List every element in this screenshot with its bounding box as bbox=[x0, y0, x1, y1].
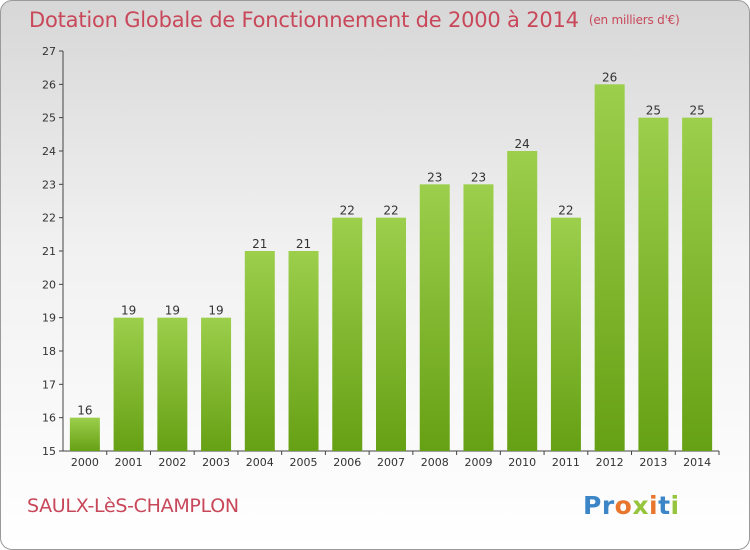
bar-2004 bbox=[244, 251, 275, 451]
x-tick-label: 2014 bbox=[683, 456, 711, 469]
commune-name: SAULX-LèS-CHAMPLON bbox=[27, 495, 239, 517]
data-label: 23 bbox=[427, 170, 442, 184]
x-tick-label: 2002 bbox=[158, 456, 186, 469]
bar-2001 bbox=[113, 317, 144, 451]
x-tick-label: 2003 bbox=[202, 456, 230, 469]
bar-2003 bbox=[201, 317, 232, 451]
y-tick-label: 16 bbox=[42, 412, 56, 425]
logo-part: t bbox=[658, 491, 671, 520]
chart-axes: 15 16 17 18 19 20 21 22 23 24 25 26 27 2000 2001 2002 20… bbox=[42, 45, 720, 469]
data-label: 25 bbox=[689, 104, 704, 118]
x-tick-label: 2010 bbox=[508, 456, 536, 469]
data-label: 21 bbox=[252, 237, 267, 251]
logo-part: o bbox=[614, 491, 633, 520]
bar-2009 bbox=[463, 184, 494, 452]
data-label: 22 bbox=[558, 204, 573, 218]
y-tick-label: 17 bbox=[42, 378, 56, 391]
chart-title-text: Dotation Globale de Fonctionnement de 20… bbox=[29, 8, 579, 32]
chart-title: Dotation Globale de Fonctionnement de 20… bbox=[29, 8, 680, 32]
y-tick-label: 21 bbox=[42, 245, 56, 258]
bar-2006 bbox=[332, 217, 363, 451]
y-tick-label: 22 bbox=[42, 212, 56, 225]
y-tick-label: 25 bbox=[42, 112, 56, 125]
bar-2013 bbox=[638, 117, 669, 452]
data-label: 19 bbox=[121, 304, 136, 318]
logo-part: i bbox=[648, 491, 659, 520]
chart-data-labels: 16 19 19 19 21 21 22 22 23 23 24 22 26 25 25 bbox=[77, 70, 705, 417]
bar-2005 bbox=[288, 251, 319, 451]
y-tick-label: 27 bbox=[42, 45, 56, 58]
x-tick-label: 2006 bbox=[333, 456, 361, 469]
x-tick-label: 2012 bbox=[596, 456, 624, 469]
y-tick-label: 24 bbox=[42, 145, 56, 158]
y-tick-label: 18 bbox=[42, 345, 56, 358]
bar-2011 bbox=[550, 217, 581, 451]
y-tick-label: 23 bbox=[42, 178, 56, 191]
bar-2008 bbox=[419, 184, 450, 452]
x-tick-label: 2000 bbox=[71, 456, 99, 469]
logo-part: x bbox=[632, 491, 649, 520]
data-label: 25 bbox=[646, 104, 661, 118]
x-tick-label: 2001 bbox=[115, 456, 143, 469]
chart-bars bbox=[69, 84, 713, 452]
x-tick-label: 2007 bbox=[377, 456, 405, 469]
x-tick-label: 2005 bbox=[290, 456, 318, 469]
data-label: 26 bbox=[602, 70, 617, 84]
y-tick-label: 26 bbox=[42, 78, 56, 91]
data-label: 16 bbox=[77, 404, 92, 418]
x-tick-label: 2009 bbox=[464, 456, 492, 469]
data-label: 19 bbox=[165, 304, 180, 318]
data-label: 22 bbox=[340, 204, 355, 218]
x-tick-label: 2008 bbox=[421, 456, 449, 469]
bar-2000 bbox=[69, 417, 100, 451]
x-tick-label: 2004 bbox=[246, 456, 274, 469]
chart-subtitle: (en milliers d'€) bbox=[588, 13, 680, 27]
y-tick-label: 19 bbox=[42, 312, 56, 325]
bar-2012 bbox=[594, 84, 625, 451]
y-tick-label: 20 bbox=[42, 278, 56, 291]
bar-2002 bbox=[157, 317, 188, 451]
x-tick-label: 2013 bbox=[639, 456, 667, 469]
x-tick-label: 2011 bbox=[552, 456, 580, 469]
data-label: 19 bbox=[208, 304, 223, 318]
y-tick-label: 15 bbox=[42, 445, 56, 458]
data-label: 22 bbox=[383, 204, 398, 218]
bar-2007 bbox=[376, 217, 406, 451]
data-label: 24 bbox=[515, 137, 530, 151]
bar-2010 bbox=[507, 151, 538, 451]
data-label: 23 bbox=[471, 170, 486, 184]
data-label: 21 bbox=[296, 237, 311, 251]
logo-part: i bbox=[670, 491, 680, 520]
bar-2014 bbox=[682, 117, 713, 452]
logo-part: Pr bbox=[583, 491, 615, 520]
proxiti-logo: Proxiti bbox=[583, 491, 680, 520]
